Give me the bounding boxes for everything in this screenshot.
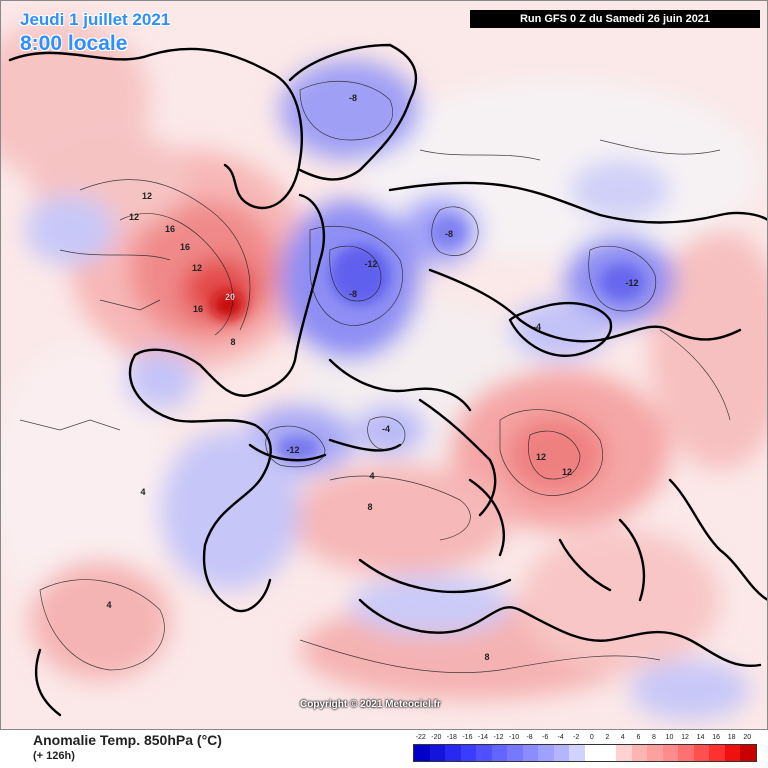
label-warm-8: 8 xyxy=(484,652,489,662)
anomaly-core xyxy=(212,217,644,460)
label-warm-16: 16 xyxy=(193,304,203,314)
label-cold-4: -4 xyxy=(533,322,541,332)
label-warm-20: 20 xyxy=(225,292,235,302)
color-scale-tick: -10 xyxy=(508,734,520,741)
lead-time: (+ 126h) xyxy=(33,750,75,762)
color-scale-swatch xyxy=(491,745,508,761)
label-cold-8: -8 xyxy=(349,289,357,299)
label-warm-12: 12 xyxy=(192,263,202,273)
color-scale-swatch xyxy=(414,745,430,761)
variable-title: Anomalie Temp. 850hPa (°C) xyxy=(33,732,222,748)
color-scale-swatch xyxy=(740,745,757,761)
color-scale-tick: 0 xyxy=(589,734,594,741)
color-scale-tick: -16 xyxy=(462,734,473,741)
color-scale-swatch xyxy=(678,745,694,761)
label-warm-12: 12 xyxy=(129,212,139,222)
color-scale-tick: -22 xyxy=(415,734,426,741)
color-scale-labels: -22 -20 -18 -16 -14 -12 -10 -8 -6 -4 -2 0 2 4 6 8 10 12 14… xyxy=(413,734,755,744)
color-scale-swatch xyxy=(429,745,446,761)
label-warm-8: 8 xyxy=(230,337,235,347)
color-scale-tick: 8 xyxy=(652,734,656,741)
coastlines xyxy=(8,43,768,717)
label-pos-4: 4 xyxy=(140,487,145,497)
color-scale-tick: 16 xyxy=(712,734,721,741)
color-scale-swatch xyxy=(616,745,632,761)
label-warm-12: 12 xyxy=(562,467,572,477)
color-scale-bar xyxy=(413,744,757,762)
color-scale-tick: 2 xyxy=(605,734,610,741)
color-scale-swatch xyxy=(460,745,477,761)
color-scale-tick: -12 xyxy=(493,734,504,741)
forecast-date: Jeudi 1 juillet 2021 xyxy=(20,10,171,29)
label-cold-12: -12 xyxy=(364,259,377,269)
color-scale-swatch xyxy=(476,745,492,761)
color-scale-tick: -8 xyxy=(526,734,533,741)
color-scale-swatch xyxy=(507,745,523,761)
color-scale-tick: 14 xyxy=(696,734,705,741)
label-cold-12: -12 xyxy=(286,445,299,455)
color-scale-swatch xyxy=(693,745,710,761)
color-scale-tick: 18 xyxy=(727,734,736,741)
color-scale-swatch xyxy=(631,745,648,761)
color-scale-tick: -4 xyxy=(557,734,564,741)
anomaly-map: 20 16 16 16 12 12 12 12 12 8 8 8 -12 -12… xyxy=(0,0,768,730)
color-scale-swatch xyxy=(569,745,586,761)
color-scale-tick: -18 xyxy=(446,734,457,741)
color-scale-tick: -6 xyxy=(542,734,549,741)
label-pos-4: 4 xyxy=(369,471,374,481)
contour-labels: 20 16 16 16 12 12 12 12 12 8 8 8 -12 -12… xyxy=(106,93,638,662)
color-scale-swatch xyxy=(662,745,679,761)
anomaly-field xyxy=(0,20,768,720)
contours xyxy=(19,80,731,673)
label-pos-4: 4 xyxy=(106,600,111,610)
label-warm-12: 12 xyxy=(536,452,546,462)
color-scale-swatch xyxy=(709,745,725,761)
color-scale-tick: -2 xyxy=(573,734,580,741)
copyright-text: Copyright © 2021 Meteociel.fr xyxy=(300,699,441,710)
color-scale-tick: 12 xyxy=(681,734,689,741)
color-scale-swatch xyxy=(522,745,539,761)
label-warm-8: 8 xyxy=(367,502,372,512)
label-cold-8: -8 xyxy=(445,229,453,239)
color-scale-swatch xyxy=(538,745,554,761)
label-warm-16: 16 xyxy=(165,224,175,234)
color-scale-tick: 10 xyxy=(665,734,674,741)
color-scale-tick: 6 xyxy=(636,734,641,741)
color-scale-swatch xyxy=(600,745,617,761)
label-cold-4: -4 xyxy=(382,424,390,434)
forecast-time: 8:00 locale xyxy=(20,32,128,55)
color-scale-tick: -20 xyxy=(431,734,442,741)
color-scale-tick: 20 xyxy=(743,734,752,741)
color-scale-swatch xyxy=(647,745,663,761)
label-cold-8: -8 xyxy=(349,93,357,103)
color-scale-tick: 4 xyxy=(620,734,625,741)
label-warm-12: 12 xyxy=(142,191,152,201)
color-scale-swatch xyxy=(553,745,570,761)
color-scale-swatch xyxy=(724,745,741,761)
label-cold-12: -12 xyxy=(625,278,638,288)
label-warm-16: 16 xyxy=(180,242,190,252)
color-scale-swatch xyxy=(585,745,601,761)
model-run-banner: Run GFS 0 Z du Samedi 26 juin 2021 xyxy=(470,10,760,28)
color-scale-swatch xyxy=(445,745,461,761)
color-scale-tick: -14 xyxy=(477,734,489,741)
